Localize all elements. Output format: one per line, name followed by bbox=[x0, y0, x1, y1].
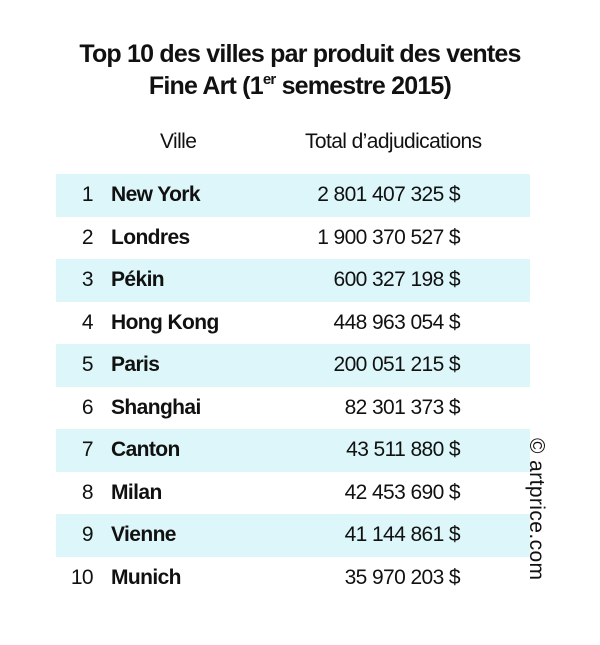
total-cell: 200 051 215 $ bbox=[333, 353, 461, 376]
total-cell: 41 144 861 $ bbox=[344, 523, 461, 546]
total-cell: 600 327 198 $ bbox=[333, 268, 461, 291]
total-cell: 82 301 373 $ bbox=[344, 395, 461, 419]
chart-title-line-2: Fine Art (1er semestre 2015) bbox=[0, 70, 600, 102]
table-row: 10 Munich 35 970 203 $ bbox=[56, 557, 530, 600]
table-row: 4 Hong Kong 448 963 054 $ bbox=[56, 302, 530, 345]
rank-cell: 9 bbox=[81, 523, 94, 546]
city-cell: Munich bbox=[111, 565, 181, 589]
rank-cell: 6 bbox=[81, 395, 94, 419]
rank-cell: 1 bbox=[81, 183, 94, 206]
column-header-total: Total d’adjudications bbox=[305, 130, 482, 153]
city-cell: New York bbox=[111, 183, 201, 206]
city-cell: Shanghai bbox=[111, 395, 201, 419]
table-row: 8 Milan 42 453 690 $ bbox=[56, 472, 530, 515]
table-row: 5 Paris 200 051 215 $ bbox=[56, 344, 530, 387]
rank-cell: 3 bbox=[81, 268, 94, 291]
total-cell: 2 801 407 325 $ bbox=[317, 183, 460, 206]
column-header-city: Ville bbox=[160, 130, 197, 153]
city-cell: Vienne bbox=[111, 523, 176, 546]
city-cell: Hong Kong bbox=[111, 310, 219, 334]
copyright-notice: © artprice.com bbox=[525, 438, 548, 581]
city-cell: Pékin bbox=[111, 268, 165, 291]
total-cell: 42 453 690 $ bbox=[344, 480, 461, 504]
total-cell: 35 970 203 $ bbox=[344, 565, 461, 589]
rank-cell: 2 bbox=[81, 225, 94, 249]
city-cell: Paris bbox=[111, 353, 160, 376]
rank-cell: 8 bbox=[81, 480, 94, 504]
table-row: 2 Londres 1 900 370 527 $ bbox=[56, 217, 530, 260]
rank-cell: 7 bbox=[81, 438, 94, 461]
title-superscript: er bbox=[262, 71, 276, 88]
table-row: 1 New York 2 801 407 325 $ bbox=[56, 174, 530, 217]
total-cell: 1 900 370 527 $ bbox=[317, 225, 460, 249]
table-row: 7 Canton 43 511 880 $ bbox=[56, 429, 530, 472]
city-cell: Londres bbox=[111, 225, 190, 249]
title-prefix: Fine Art (1 bbox=[148, 72, 264, 100]
chart-title-line-1: Top 10 des villes par produit des ventes bbox=[79, 40, 521, 68]
city-cell: Milan bbox=[111, 480, 162, 504]
chart-title: Top 10 des villes par produit des ventes… bbox=[0, 38, 600, 102]
rank-cell: 10 bbox=[70, 565, 94, 589]
total-cell: 448 963 054 $ bbox=[333, 310, 461, 334]
total-cell: 43 511 880 $ bbox=[346, 438, 460, 461]
city-cell: Canton bbox=[111, 438, 180, 461]
table-row: 3 Pékin 600 327 198 $ bbox=[56, 259, 530, 302]
table-row: 6 Shanghai 82 301 373 $ bbox=[56, 387, 530, 430]
rank-cell: 5 bbox=[81, 353, 94, 376]
ranking-table: 1 New York 2 801 407 325 $ 2 Londres 1 900 37… bbox=[56, 174, 530, 599]
table-row: 9 Vienne 41 144 861 $ bbox=[56, 514, 530, 557]
title-suffix: semestre 2015) bbox=[275, 72, 452, 100]
rank-cell: 4 bbox=[81, 310, 94, 334]
